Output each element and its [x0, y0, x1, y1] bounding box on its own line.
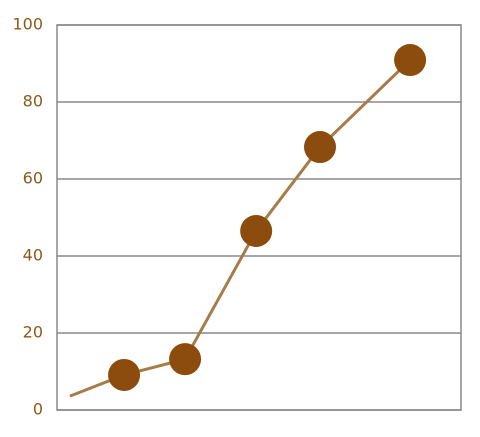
marker: [304, 131, 337, 164]
marker: [240, 214, 273, 247]
y-tick-label: 60: [23, 169, 43, 188]
marker: [169, 343, 202, 376]
y-tick-label: 40: [23, 246, 43, 265]
y-tick-label: 0: [33, 400, 43, 419]
line: [69, 58, 412, 398]
marker: [108, 358, 141, 391]
y-tick-label: 80: [23, 92, 43, 111]
marker: [394, 44, 427, 77]
y-tick-label: 20: [23, 323, 43, 342]
y-tick-label: 100: [12, 15, 43, 34]
